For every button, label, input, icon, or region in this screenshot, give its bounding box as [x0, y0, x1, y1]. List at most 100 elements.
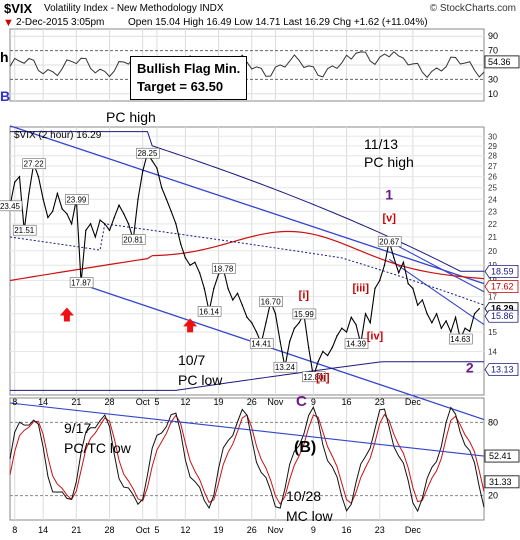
svg-text:31.33: 31.33 [489, 477, 512, 487]
main-tick-30: 30 [488, 132, 497, 141]
price-point-98 [473, 313, 476, 315]
price-point-35 [175, 223, 177, 225]
price-point-77 [374, 287, 376, 290]
price-point-54 [265, 322, 267, 324]
main-tick-26: 26 [488, 173, 497, 182]
main-tick-15: 15 [488, 328, 497, 337]
x-axis-label-8-0: 26 [247, 397, 257, 407]
main-tick-23: 23 [488, 207, 497, 216]
price-line-0 [9, 151, 480, 377]
price-point-39 [194, 261, 196, 263]
price-point-99 [478, 307, 480, 310]
rsi-tick-30: 30 [488, 74, 498, 84]
x-axis-label-10-1: 9 [311, 525, 316, 535]
mid-band-line [9, 223, 485, 306]
pc-high-left-annotation: PC high [106, 109, 156, 125]
price-point-59 [288, 340, 291, 343]
price-point-23 [118, 204, 120, 206]
price-point-66 [322, 350, 324, 353]
price-label-10: 15.99 [292, 308, 317, 320]
rsi-tick-90: 90 [488, 31, 498, 41]
svg-text:15.86: 15.86 [491, 311, 514, 321]
header-name: Volatility Index - New Methodology INDX [44, 3, 224, 14]
price-point-34 [170, 210, 172, 212]
x-axis-label-5-1: 5 [154, 525, 159, 535]
svg-text:13.24: 13.24 [275, 363, 296, 372]
price-point-46 [227, 287, 229, 290]
wave-label-0: [i] [299, 289, 310, 301]
lower-channel-line [76, 281, 485, 421]
price-point-2 [18, 175, 21, 178]
price-point-88 [426, 313, 428, 315]
x-axis-label-1-1: 14 [38, 525, 48, 535]
price-point-4 [28, 192, 30, 195]
price-point-10 [56, 192, 59, 195]
price-label-6: 20.81 [121, 234, 146, 245]
price-point-7 [42, 198, 44, 200]
svg-text:21.51: 21.51 [14, 226, 35, 235]
price-point-60 [293, 327, 296, 329]
price-point-67 [326, 354, 329, 357]
oct28-text-annotation: MC low [286, 508, 333, 524]
svg-text:16.70: 16.70 [261, 298, 282, 307]
price-point-8 [47, 216, 49, 219]
pc-high-right-annotation: PC high [364, 154, 414, 170]
header-symbol: $VIX [4, 1, 33, 16]
upper-channel-line [9, 125, 485, 285]
wave-label-5: 1 [385, 186, 393, 202]
svg-text:20.81: 20.81 [123, 236, 144, 245]
price-point-37 [184, 257, 187, 259]
right-value-label-3: 15.86 [484, 309, 519, 323]
oct7-date-annotation: 10/7 [178, 352, 206, 368]
right-value-label-4: 13.13 [484, 363, 519, 376]
right-value-label-0: 18.59 [484, 264, 519, 278]
oct7-text-annotation: PC low [178, 372, 223, 388]
x-axis-label-2-0: 21 [71, 397, 81, 407]
price-point-52 [255, 331, 258, 333]
rsi-tick-70: 70 [488, 46, 498, 56]
price-point-47 [232, 299, 234, 301]
price-point-21 [108, 229, 111, 232]
lower-last-value-0: 52.41 [484, 449, 520, 463]
price-point-18 [94, 236, 97, 238]
svg-text:14.41: 14.41 [251, 339, 272, 348]
price-point-20 [104, 223, 106, 225]
price-point-41 [203, 287, 206, 290]
main-tick-17: 17 [488, 293, 497, 302]
price-point-9 [51, 210, 54, 212]
svg-text:15.99: 15.99 [294, 310, 315, 319]
price-label-5: 28.25 [136, 147, 160, 159]
price-point-6 [37, 175, 40, 178]
wave-label-2: [ii] [316, 372, 330, 384]
price-point-73 [355, 323, 357, 326]
right-value-label-1: 17.62 [484, 280, 519, 293]
price-point-97 [469, 330, 471, 332]
price-point-24 [123, 213, 125, 215]
price-point-38 [189, 264, 191, 266]
price-point-11 [61, 208, 63, 210]
svg-text:17.87: 17.87 [71, 279, 92, 288]
x-axis-label-2-1: 21 [71, 525, 81, 535]
x-axis-label-12-1: 23 [375, 525, 385, 535]
price-label-0: 27.22 [22, 158, 47, 170]
flag-upper-line [388, 240, 485, 293]
price-point-78 [379, 279, 381, 282]
rsi-last-value: 54.36 [484, 55, 520, 69]
lower-band-line [10, 361, 484, 391]
price-point-48 [236, 292, 239, 295]
price-point-90 [435, 313, 438, 315]
sept17-date-annotation: 9/17 [64, 420, 92, 436]
main-tick-14: 14 [488, 347, 497, 356]
lower-last-value-1: 31.33 [484, 475, 520, 489]
price-point-17 [89, 223, 92, 225]
svg-text:23.45: 23.45 [0, 202, 21, 211]
main-legend: $VIX (2 hour) 16.29 [14, 130, 102, 141]
price-label-1: 23.45 [0, 200, 23, 212]
x-axis-label-9-1: Nov [267, 525, 284, 535]
x-axis-label-7-1: 19 [214, 525, 224, 535]
price-point-61 [298, 322, 300, 324]
x-axis-label-6-1: 12 [180, 525, 190, 535]
lower-tick-80: 80 [488, 417, 498, 427]
price-point-49 [241, 304, 243, 306]
price-point-71 [345, 331, 348, 333]
